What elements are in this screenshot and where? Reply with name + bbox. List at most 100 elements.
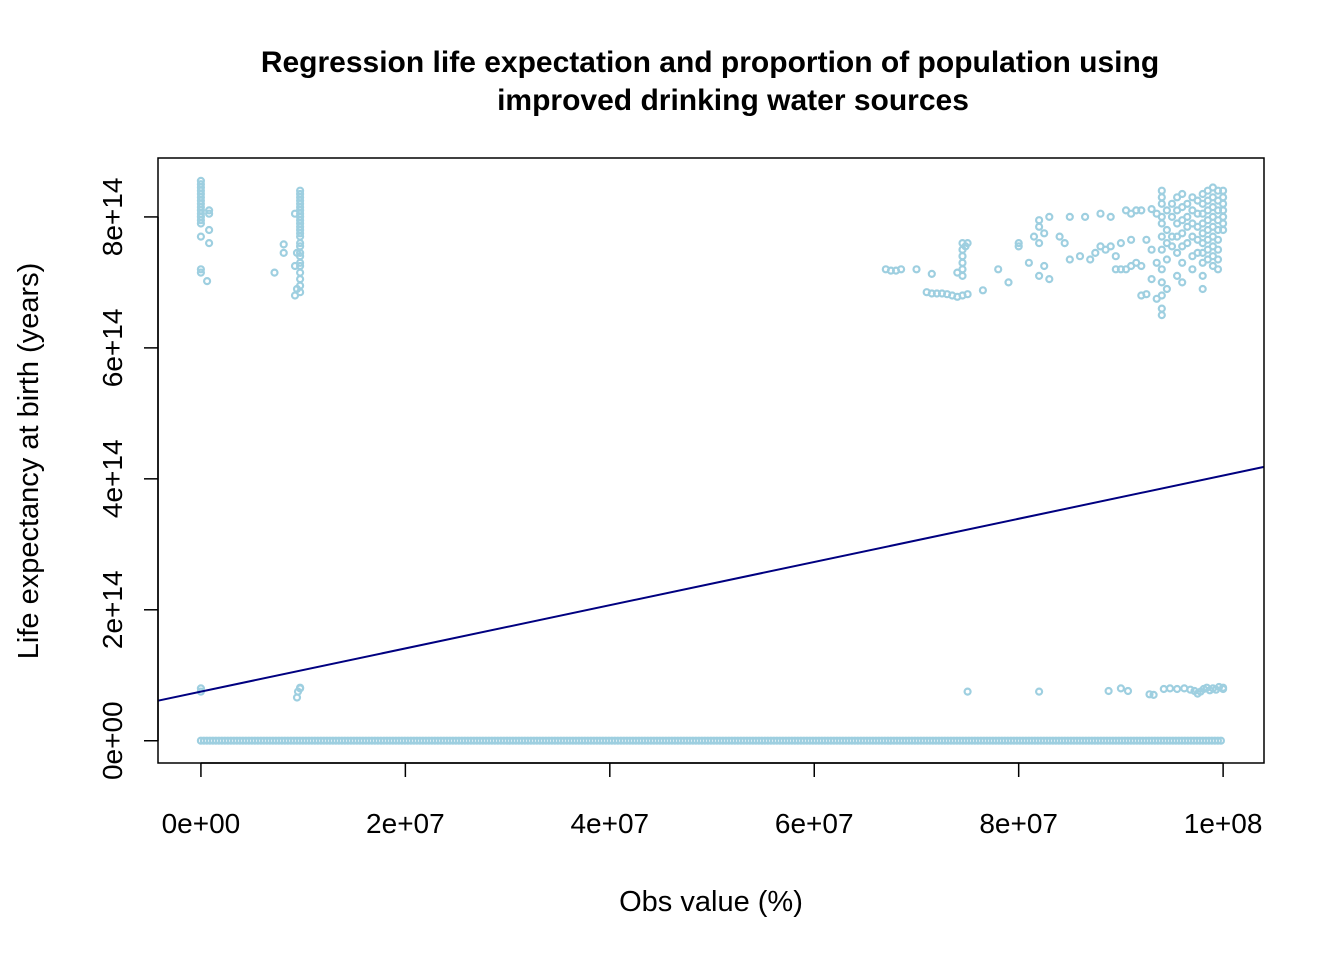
data-point	[1213, 265, 1223, 274]
data-point	[1060, 239, 1069, 248]
data-point	[292, 693, 302, 702]
data-point	[205, 209, 214, 218]
data-point	[1157, 219, 1166, 228]
data-point	[1149, 690, 1158, 700]
data-point	[290, 261, 300, 271]
regression-line-layer	[157, 465, 1265, 702]
data-point	[1040, 261, 1049, 271]
data-point	[270, 268, 279, 277]
data-point	[203, 277, 212, 286]
x-axis-label: Obs value (%)	[619, 886, 803, 918]
data-point	[1029, 232, 1039, 241]
data-point	[196, 265, 205, 274]
data-point	[912, 265, 921, 274]
data-point	[1116, 684, 1126, 693]
data-point	[1157, 186, 1166, 195]
data-point	[1167, 242, 1177, 251]
data-point	[1162, 206, 1172, 215]
data-point	[1034, 271, 1044, 280]
x-tick-label: 2e+07	[366, 808, 445, 839]
data-point	[1034, 687, 1044, 696]
data-point	[1096, 209, 1105, 218]
data-point	[1157, 311, 1166, 320]
data-point	[994, 265, 1003, 274]
data-point	[296, 239, 305, 248]
data-point	[196, 268, 205, 277]
data-point	[1147, 245, 1156, 254]
data-point	[1065, 255, 1074, 264]
data-point	[1167, 212, 1177, 221]
x-axis: 0e+00 2e+07 4e+07 6e+07 8e+07 1e+08	[162, 762, 1263, 839]
points-layer	[196, 176, 1228, 745]
data-point	[1145, 690, 1154, 699]
data-point	[958, 271, 967, 280]
data-point	[1024, 258, 1034, 267]
data-point	[1178, 229, 1187, 238]
data-point	[896, 265, 906, 274]
data-point	[1157, 304, 1166, 313]
data-point	[958, 258, 967, 267]
data-point	[1213, 736, 1223, 745]
data-point	[292, 248, 302, 257]
data-point	[1218, 212, 1228, 221]
data-point	[1137, 206, 1146, 215]
data-point	[296, 268, 305, 277]
data-point	[296, 248, 305, 257]
data-point	[205, 225, 214, 235]
data-point	[1157, 278, 1166, 287]
data-point	[196, 232, 205, 241]
x-tick-label: 0e+00	[162, 808, 241, 839]
data-point	[296, 229, 305, 238]
data-point	[1172, 248, 1182, 257]
data-point	[1186, 685, 1195, 694]
data-point	[1123, 686, 1133, 696]
data-point	[1080, 212, 1090, 221]
data-point	[1142, 290, 1151, 299]
data-point	[1157, 245, 1166, 254]
data-point	[1172, 271, 1182, 280]
data-point	[1086, 255, 1095, 264]
data-point	[1198, 284, 1207, 294]
y-tick-label: 0e+00	[97, 701, 128, 780]
data-point	[1111, 252, 1120, 261]
data-point	[958, 265, 967, 274]
data-point	[1218, 193, 1228, 202]
data-point	[1183, 212, 1192, 221]
data-point	[1004, 278, 1013, 287]
data-point	[279, 240, 288, 249]
data-point	[1055, 232, 1064, 241]
data-point	[205, 206, 214, 215]
data-point	[1167, 199, 1177, 208]
data-point	[1126, 235, 1136, 244]
data-point	[1218, 186, 1228, 195]
data-point	[963, 687, 972, 696]
data-point	[1137, 261, 1146, 271]
y-tick-label: 2e+14	[97, 570, 128, 649]
x-tick-label: 1e+08	[1184, 808, 1263, 839]
data-point	[1183, 239, 1192, 248]
data-point	[1218, 219, 1228, 228]
data-point	[1188, 265, 1197, 274]
y-tick-label: 8e+14	[97, 178, 128, 257]
data-point	[1165, 684, 1175, 693]
data-point	[290, 291, 300, 300]
data-point	[963, 239, 972, 248]
data-point	[1218, 683, 1228, 692]
data-point	[1147, 275, 1156, 284]
data-point	[1040, 229, 1049, 238]
data-point	[958, 252, 967, 261]
data-point	[1198, 271, 1207, 280]
data-point	[205, 239, 214, 248]
data-point	[1014, 239, 1023, 248]
data-point	[1142, 235, 1151, 244]
data-point	[1162, 255, 1172, 264]
data-point	[1178, 278, 1187, 287]
data-point	[296, 275, 305, 284]
data-point	[1014, 242, 1023, 251]
data-point	[1157, 232, 1166, 241]
data-point	[1218, 225, 1228, 235]
data-point	[1147, 205, 1156, 214]
data-point	[1106, 242, 1115, 251]
y-tick-label: 4e+14	[97, 439, 128, 518]
y-tick-label: 6e+14	[97, 309, 128, 388]
